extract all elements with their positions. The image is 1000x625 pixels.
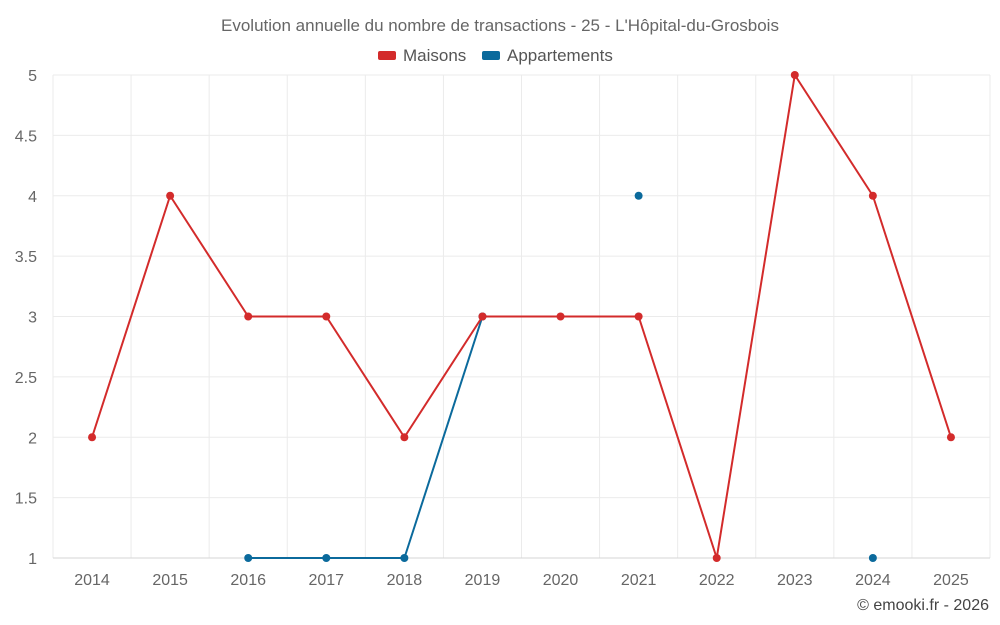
data-point [244, 554, 253, 562]
legend-swatch-appartements [482, 51, 500, 60]
series-line [91, 74, 952, 559]
y-tick-label: 1.5 [15, 491, 37, 508]
y-tick-label: 2.5 [15, 370, 37, 387]
data-point [244, 312, 253, 321]
y-tick-label: 5 [28, 68, 37, 85]
data-point [634, 191, 643, 200]
x-tick-label: 2024 [855, 572, 891, 589]
y-tick-label: 4.5 [15, 128, 37, 145]
data-point [322, 312, 331, 321]
x-tick-label: 2017 [308, 572, 344, 589]
legend-label-maisons: Maisons [403, 46, 466, 65]
x-tick-label: 2021 [621, 572, 657, 589]
series-layer [88, 71, 955, 562]
x-tick-label: 2019 [465, 572, 501, 589]
x-tick-label: 2016 [230, 572, 266, 589]
x-tick-label: 2015 [152, 572, 188, 589]
data-point [400, 554, 409, 562]
y-tick-label: 3 [28, 310, 37, 327]
data-point [868, 191, 877, 200]
data-point [478, 312, 487, 321]
data-point [400, 433, 409, 442]
data-point [166, 191, 175, 200]
x-tick-label: 2025 [933, 572, 969, 589]
data-point [88, 433, 97, 442]
chart-title: Evolution annuelle du nombre de transact… [221, 16, 779, 35]
x-tick-label: 2022 [699, 572, 735, 589]
data-point [790, 71, 799, 79]
y-tick-label: 1 [28, 551, 37, 568]
data-point [712, 554, 721, 562]
data-point [946, 433, 955, 442]
data-point [868, 554, 877, 562]
x-tick-label: 2014 [74, 572, 110, 589]
legend-label-appartements: Appartements [507, 46, 613, 65]
credit-text: © emooki.fr - 2026 [857, 597, 989, 614]
y-tick-label: 4 [28, 189, 37, 206]
y-tick-label: 3.5 [15, 249, 37, 266]
x-tick-label: 2023 [777, 572, 813, 589]
series-maisons [88, 71, 955, 562]
legend: Maisons Appartements [378, 46, 613, 65]
legend-swatch-maisons [378, 51, 396, 60]
data-point [634, 312, 643, 321]
x-tick-label: 2018 [387, 572, 423, 589]
x-tick-label: 2020 [543, 572, 579, 589]
data-point [556, 312, 565, 321]
y-tick-label: 2 [28, 430, 37, 447]
series-line [247, 315, 484, 559]
data-point [322, 554, 331, 562]
axes: 1 1.5 2 2.5 3 3.5 4 4.5 5 2014 2015 2016 2017 2018 201… [15, 68, 990, 589]
